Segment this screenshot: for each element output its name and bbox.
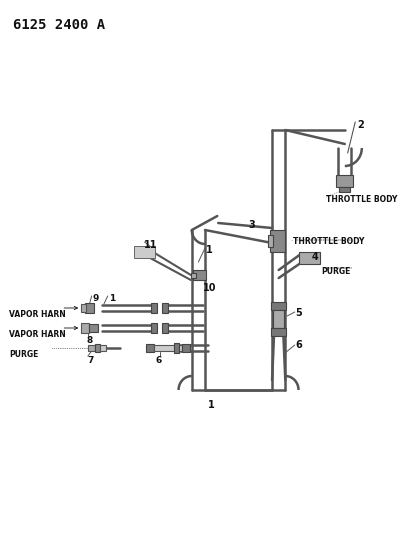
Bar bbox=[268, 235, 273, 247]
Bar bbox=[193, 270, 206, 280]
Text: 6125 2400 A: 6125 2400 A bbox=[13, 18, 105, 32]
Bar bbox=[134, 246, 155, 258]
Text: 6: 6 bbox=[296, 340, 302, 350]
Text: 2: 2 bbox=[357, 120, 364, 130]
Bar bbox=[271, 328, 286, 336]
Text: THROTTLE BODY: THROTTLE BODY bbox=[326, 195, 397, 204]
Text: 10: 10 bbox=[203, 283, 217, 293]
Bar bbox=[151, 323, 157, 333]
Bar bbox=[95, 344, 100, 352]
Bar bbox=[154, 345, 182, 351]
Text: 8: 8 bbox=[87, 336, 93, 345]
Bar bbox=[191, 273, 195, 278]
Bar bbox=[100, 345, 106, 351]
Text: THROTTLE BODY: THROTTLE BODY bbox=[293, 237, 364, 246]
Text: VAPOR HARN: VAPOR HARN bbox=[9, 310, 66, 319]
Bar bbox=[81, 304, 86, 312]
Bar bbox=[339, 187, 350, 192]
Bar bbox=[81, 323, 89, 333]
Text: PURGE: PURGE bbox=[9, 350, 39, 359]
Bar bbox=[162, 323, 168, 333]
Text: PURGE: PURGE bbox=[321, 267, 350, 276]
Bar bbox=[162, 303, 168, 313]
Bar bbox=[273, 310, 284, 328]
Bar bbox=[336, 175, 353, 187]
Bar bbox=[299, 252, 320, 264]
Bar bbox=[88, 345, 95, 351]
Text: 1: 1 bbox=[208, 400, 215, 410]
Bar bbox=[151, 303, 157, 313]
Bar bbox=[271, 302, 286, 310]
Bar bbox=[85, 303, 95, 313]
Bar bbox=[182, 344, 190, 352]
Text: 1: 1 bbox=[206, 245, 213, 255]
Text: 11: 11 bbox=[144, 240, 157, 250]
Bar bbox=[146, 344, 154, 352]
Text: 3: 3 bbox=[248, 220, 255, 230]
Bar bbox=[270, 230, 285, 252]
Text: 1: 1 bbox=[109, 294, 115, 303]
Text: 9: 9 bbox=[93, 294, 99, 303]
Text: 6: 6 bbox=[156, 356, 162, 365]
Text: 4: 4 bbox=[312, 252, 319, 262]
Text: 5: 5 bbox=[296, 308, 302, 318]
Bar bbox=[174, 343, 180, 353]
Bar bbox=[89, 324, 98, 332]
Text: VAPOR HARN: VAPOR HARN bbox=[9, 330, 66, 339]
Text: 7: 7 bbox=[87, 356, 93, 365]
